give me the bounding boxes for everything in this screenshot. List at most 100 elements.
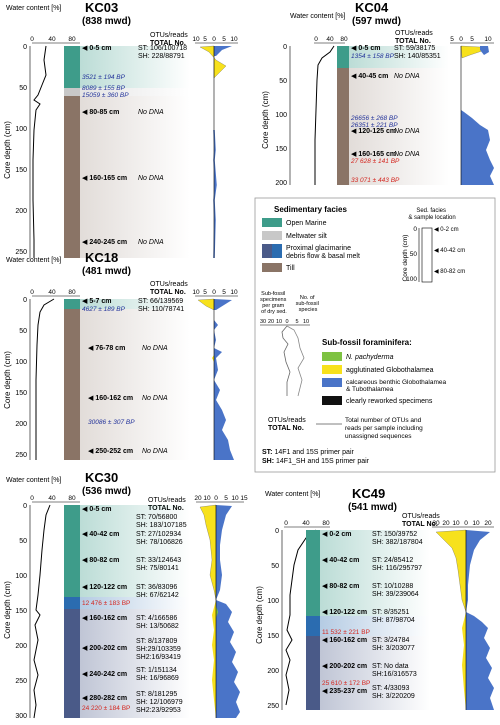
svg-text:agglutinated Globothalamea: agglutinated Globothalamea (346, 367, 434, 374)
svg-text:150: 150 (267, 633, 279, 640)
water-ticks: 0 40 80 (30, 495, 76, 502)
svg-text:200: 200 (267, 668, 279, 675)
sample-6: ◀ 240-242 cm ST: 1/151134 SH: 16/96869 (82, 667, 179, 682)
svg-text:◀ 80-82 cm: ◀ 80-82 cm (322, 583, 359, 590)
water-label: Water content [%] (6, 5, 61, 12)
sed-loc-samples: ◀ 0-2 cm ◀ 40-42 cm ◀ 80-82 cm (434, 227, 465, 275)
svg-text:10: 10 (192, 289, 200, 296)
foram-agglutinated (435, 529, 467, 613)
facies-till (64, 309, 80, 460)
facies-open-marine-label: Open Marine (286, 220, 327, 227)
species-curve (286, 325, 305, 397)
otus-header: OTUs/reads (148, 497, 186, 504)
svg-text:0: 0 (30, 495, 34, 502)
svg-text:20: 20 (194, 495, 202, 502)
svg-text:SH: 140/85351: SH: 140/85351 (394, 53, 441, 60)
facies-till (337, 68, 349, 185)
svg-text:ST: 3/24784: ST: 3/24784 (372, 637, 409, 644)
subfossil-specimens-label: Sub-fossil specimens per gram of dry sed… (260, 291, 288, 315)
facies-proximal (306, 616, 320, 636)
svg-text:0: 0 (275, 528, 279, 535)
svg-text:250: 250 (15, 678, 27, 685)
water-label: Water content [%] (6, 257, 61, 264)
core-mwd: (838 mwd) (82, 16, 131, 27)
pct-ticks: 5 0 5 10 (450, 36, 492, 43)
svg-text:◀ 160-165 cm: ◀ 160-165 cm (82, 175, 127, 182)
svg-text:200: 200 (15, 208, 27, 215)
svg-text:calcareous benthic Globothalam: calcareous benthic Globothalamea & Tubot… (346, 379, 448, 393)
band-proximal (80, 597, 190, 609)
core-kc03: Water content [%] KC03 (838 mwd) OTUs/re… (3, 0, 238, 259)
sample-1: ◀ 80-85 cm No DNA (82, 109, 164, 116)
sample-2: ◀ 120-125 cm No DNA (351, 128, 420, 135)
svg-text:◀ 235-237 cm: ◀ 235-237 cm (322, 688, 367, 695)
svg-text:clearly reworked specimens: clearly reworked specimens (346, 398, 433, 405)
svg-text:0: 0 (464, 520, 468, 527)
core-id: KC04 (355, 0, 389, 15)
age-label: 11 532 ± 221 BP (322, 629, 370, 636)
foram-calcareous (216, 600, 240, 718)
svg-text:◀ 0-5 cm: ◀ 0-5 cm (82, 506, 112, 513)
age-label: 12 476 ± 183 BP (82, 600, 130, 607)
svg-text:100: 100 (15, 573, 27, 580)
svg-text:10: 10 (231, 495, 239, 502)
swatch-agglutinated (322, 365, 342, 374)
svg-text:◀ 0-5 cm: ◀ 0-5 cm (351, 45, 381, 52)
legend-box (254, 197, 496, 473)
svg-text:0: 0 (23, 503, 27, 510)
svg-text:5: 5 (450, 36, 454, 43)
water-label: Water content [%] (290, 13, 345, 20)
svg-text:10: 10 (203, 495, 211, 502)
swatch-pachyderma (322, 352, 342, 361)
y-axis-label: Core depth (cm) (255, 586, 264, 644)
svg-text:ST: 70/56800: ST: 70/56800 (136, 514, 177, 521)
svg-text:5: 5 (203, 289, 207, 296)
band-proximal-slate (320, 636, 430, 710)
svg-text:150: 150 (15, 390, 27, 397)
svg-text:SH: 14F1_SH and 15S primer pai: SH: 14F1_SH and 15S primer pair (262, 458, 370, 465)
svg-text:◀ 0-2 cm: ◀ 0-2 cm (434, 227, 459, 233)
svg-text:SH: 75/80141: SH: 75/80141 (136, 565, 179, 572)
band-open-marine (80, 46, 190, 88)
age-label: 4627 ± 189 BP (82, 306, 126, 313)
sample-3: ◀ 120-122 cm ST: 8/35251 SH: 87/98704 (322, 609, 415, 624)
depth-ticks: 0 50 100 150 200 250 300 (15, 503, 27, 720)
svg-text:80: 80 (68, 289, 76, 296)
svg-text:300: 300 (15, 713, 27, 720)
age-label: 33 071 ± 443 BP (351, 177, 400, 184)
svg-text:40: 40 (326, 36, 334, 43)
core-id: KC03 (85, 0, 118, 15)
svg-text:5: 5 (224, 495, 228, 502)
age-label: 27 628 ± 141 BP (350, 158, 400, 165)
core-mwd: (541 mwd) (348, 502, 397, 513)
svg-text:ST: 24/85412: ST: 24/85412 (372, 557, 413, 564)
water-label: Water content [%] (6, 477, 61, 484)
svg-text:10: 10 (230, 289, 238, 296)
sample-0: ◀ 0-5 cm ST: 106/100718 SH: 228/88791 (82, 45, 187, 60)
svg-text:◀ 80-85 cm: ◀ 80-85 cm (82, 109, 119, 116)
legend: Sedimentary facies Open Marine Meltwater… (254, 197, 496, 473)
foram-calcareous (466, 612, 494, 710)
y-axis-label: Core depth (cm) (3, 121, 12, 179)
sample-7: ◀ 280-282 cm ST: 8/181295 SH: 12/106979 … (82, 691, 183, 714)
svg-text:0: 0 (459, 36, 463, 43)
depth-ticks: 0 50 100 150 200 250 (267, 528, 279, 710)
svg-text:SH: 87/98704: SH: 87/98704 (372, 617, 415, 624)
svg-text:No DNA: No DNA (142, 345, 168, 352)
sed-loc-column (421, 227, 433, 283)
facies-proximal (64, 597, 80, 609)
svg-text:SH: 116/295797: SH: 116/295797 (372, 565, 422, 572)
svg-text:OTUs/reads: OTUs/reads (268, 417, 306, 424)
svg-text:ST: 106/100718: ST: 106/100718 (138, 45, 187, 52)
svg-text:◀ 80-82 cm: ◀ 80-82 cm (82, 557, 119, 564)
age-label: 25 610 ± 172 BP (322, 680, 370, 687)
swatch-proximal-a (262, 244, 272, 258)
subfossil-species-label: No. of sub-fossil species (296, 295, 321, 313)
svg-text:250: 250 (15, 249, 27, 256)
sample-5: ◀ 200-202 cm ST: No data SH:16/316573 (322, 663, 417, 678)
svg-text:◀ 250-252 cm: ◀ 250-252 cm (88, 448, 133, 455)
foram-agglutinated (212, 600, 216, 718)
svg-text:0: 0 (23, 44, 27, 51)
svg-text:30: 30 (260, 319, 266, 325)
